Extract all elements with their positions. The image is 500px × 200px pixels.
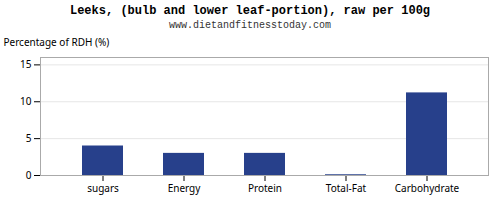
svg-text:5: 5 xyxy=(26,131,32,145)
svg-text:Protein: Protein xyxy=(248,181,282,195)
svg-text:Percentage of RDH (%): Percentage of RDH (%) xyxy=(4,35,110,49)
html-text:www.dietandfitnesstoday.com: www.dietandfitnesstoday.com xyxy=(169,20,331,31)
svg-text:10: 10 xyxy=(20,94,32,108)
svg-text:sugars: sugars xyxy=(87,181,119,195)
svg-text:0: 0 xyxy=(26,168,32,182)
svg-text:Carbohydrate: Carbohydrate xyxy=(395,181,460,195)
svg-text:Energy: Energy xyxy=(168,181,202,195)
svg-text:15: 15 xyxy=(20,57,32,71)
html-text:Leeks, (bulb and lower leaf-po: Leeks, (bulb and lower leaf-portion), ra… xyxy=(70,4,430,18)
svg-text:Total-Fat: Total-Fat xyxy=(326,181,367,195)
